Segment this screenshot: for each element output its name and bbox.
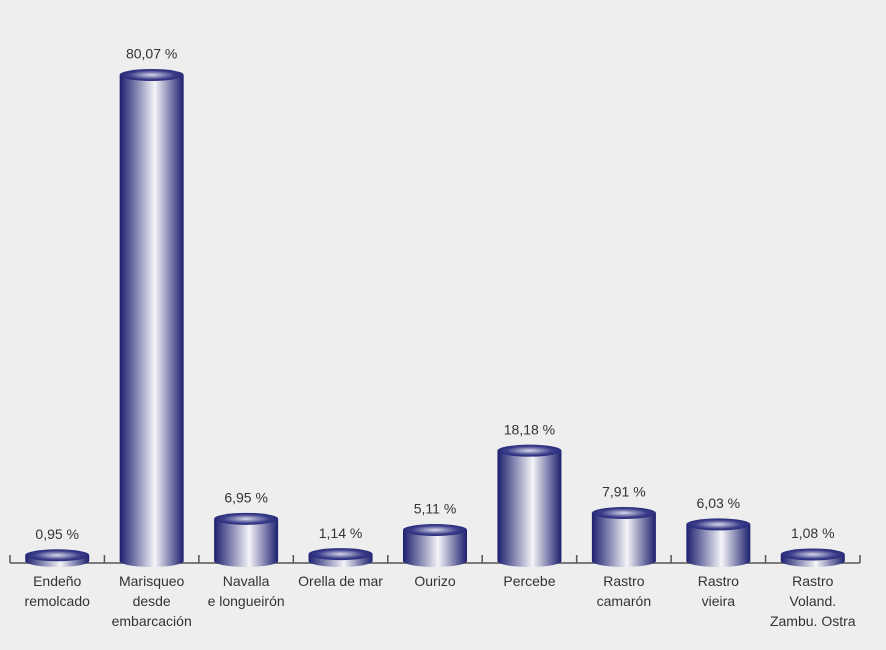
bar <box>119 74 184 567</box>
value-label: 80,07 % <box>126 46 177 62</box>
value-label: 0,95 % <box>35 526 79 542</box>
value-label: 5,11 % <box>414 501 457 517</box>
bar <box>214 518 279 567</box>
bar-cap <box>214 512 279 525</box>
value-label: 18,18 % <box>504 421 555 437</box>
bar-cap <box>25 549 90 562</box>
bar-cap <box>403 523 467 536</box>
value-label: 1,08 % <box>791 525 835 541</box>
bar <box>403 529 467 567</box>
x-tick-label: Marisqueo desde embarcación <box>112 573 192 629</box>
bar-cap <box>497 444 562 457</box>
x-tick-label: Percebe <box>503 573 555 589</box>
x-tick-label: Orella de mar <box>298 573 383 589</box>
value-label: 1,14 % <box>319 525 363 541</box>
x-tick-label: Ourizo <box>414 573 455 589</box>
x-tick-label: Navalla e longueirón <box>208 573 285 609</box>
bar-cap <box>308 548 373 561</box>
x-tick-label: Rastro camarón <box>597 573 651 609</box>
value-label: 6,03 % <box>697 495 741 511</box>
x-tick-label: Endeño remolcado <box>25 573 91 609</box>
bar <box>591 512 656 567</box>
bar <box>497 450 562 567</box>
bar-cap <box>119 68 184 81</box>
bar-cap <box>686 518 751 531</box>
bar-cap <box>591 506 656 519</box>
x-tick-label: Rastro Voland. Zambu. Ostra <box>770 573 856 629</box>
bar <box>686 524 751 567</box>
value-label: 7,91 % <box>602 484 646 500</box>
bar-cap <box>780 548 845 561</box>
x-tick-label: Rastro vieira <box>698 573 739 609</box>
value-label: 6,95 % <box>224 490 268 506</box>
